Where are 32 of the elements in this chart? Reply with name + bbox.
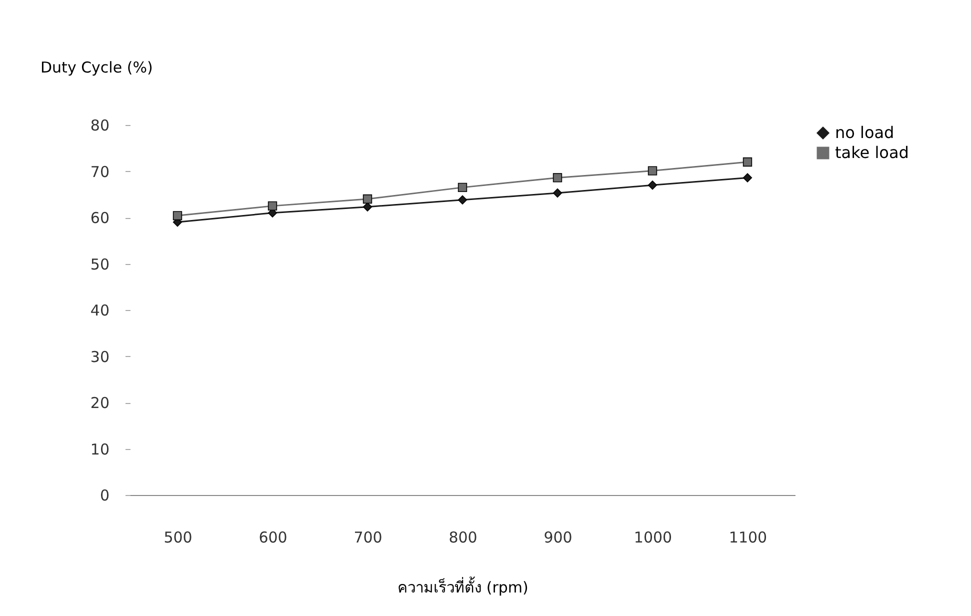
point (362, 202, 372, 212)
point (172, 211, 182, 220)
x-tick-label: 1000 (634, 528, 672, 546)
y-axis-title: Duty Cycle (%) (40, 58, 153, 76)
point (552, 188, 562, 198)
x-axis-title: ความเร็วที่ตั้ง (rpm) (398, 576, 528, 596)
y-tick-label: 0 (100, 486, 110, 504)
point (458, 195, 468, 205)
x-tick-label: 600 (258, 528, 288, 546)
x-tick-label: 1100 (728, 528, 768, 546)
x-tick-label: 800 (448, 528, 478, 546)
x-tick-label: 500 (164, 528, 192, 546)
point (458, 182, 468, 192)
point (742, 157, 752, 167)
y-tick-label: 80 (90, 116, 110, 134)
y-tick-label: 70 (90, 162, 110, 181)
point (268, 201, 278, 211)
point (648, 180, 658, 190)
legend-label: no load (835, 123, 894, 142)
x-tick-label: 900 (544, 528, 572, 546)
point (552, 173, 562, 182)
legend-label: take load (835, 143, 909, 162)
point (362, 194, 372, 204)
point (742, 173, 752, 182)
y-tick-label: 50 (90, 255, 110, 274)
x-tick-label: 700 (354, 528, 382, 546)
y-tick-label: 60 (90, 209, 110, 227)
y-tick-label: 10 (90, 440, 110, 458)
point (648, 166, 658, 176)
y-tick-label: 20 (90, 394, 110, 412)
y-tick-label: 40 (90, 302, 110, 320)
y-tick-label: 30 (90, 348, 110, 366)
